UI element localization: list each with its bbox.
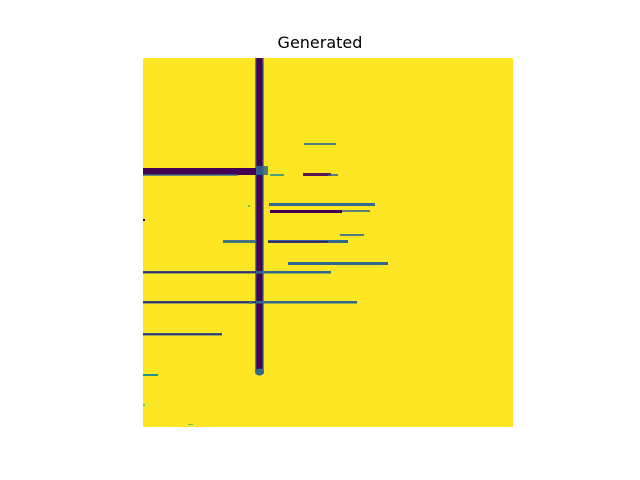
streak-near-thick-2 — [303, 173, 331, 176]
streak-4-dark — [268, 241, 328, 243]
vertical-stripe-edge-left — [255, 58, 257, 373]
generated-image — [143, 58, 513, 427]
streak-1 — [269, 203, 375, 206]
generated-image-canvas — [143, 58, 513, 427]
vertical-stripe-end — [255, 368, 264, 376]
speck-5 — [249, 302, 252, 304]
speck-3 — [143, 404, 145, 406]
long-line-3-dark — [143, 333, 222, 335]
speck-6 — [188, 424, 193, 425]
streak-2 — [270, 210, 342, 213]
vertical-stripe-edge-right — [262, 58, 264, 373]
speck-2 — [143, 374, 158, 376]
streak-top-short — [304, 143, 336, 145]
long-line-1-dark — [143, 271, 256, 273]
streak-near-thick-1 — [270, 174, 284, 176]
thick-stripe-connector — [256, 166, 268, 175]
long-line-2-dark — [143, 301, 256, 303]
speck-4 — [248, 205, 250, 207]
streak-near-thick-3 — [328, 174, 338, 176]
streak-left-4 — [223, 240, 256, 243]
streak-3 — [340, 234, 364, 236]
vertical-stripe — [256, 58, 263, 373]
streak-2b — [342, 210, 370, 212]
figure-title: Generated — [277, 33, 363, 52]
horizontal-thick-stripe — [143, 168, 256, 175]
horizontal-thick-stripe-edge — [143, 174, 238, 176]
streak-5 — [288, 262, 388, 265]
speck-1 — [143, 219, 145, 221]
